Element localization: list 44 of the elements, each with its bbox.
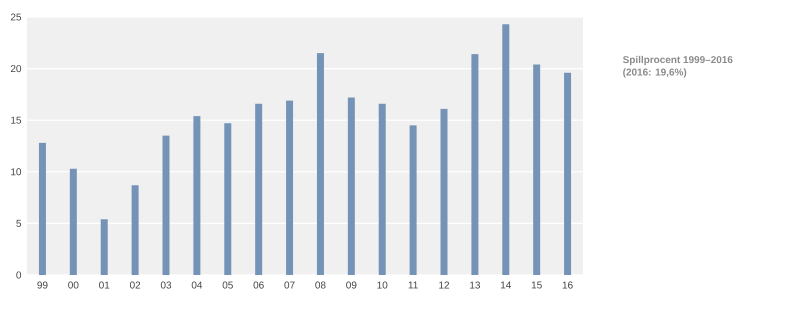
bar [564, 72, 572, 275]
x-tick-label: 00 [68, 282, 78, 289]
bar [38, 142, 46, 275]
bar [348, 97, 355, 275]
x-tick-label: 05 [222, 282, 233, 289]
x-tick-label: 01 [99, 282, 110, 289]
x-tick-label: 15 [532, 282, 542, 288]
x-tick-label: 12 [439, 282, 450, 288]
bar [70, 168, 77, 275]
x-tick-label: 10 [377, 282, 388, 289]
x-tick-label: 07 [284, 282, 295, 289]
y-tick-label: 25 [10, 13, 22, 21]
bar [378, 104, 386, 275]
y-tick-label: 0 [16, 271, 22, 279]
x-tick-label: 03 [160, 282, 172, 289]
x-tick-label: 09 [346, 282, 356, 289]
bar [193, 116, 200, 275]
text: (2016: 19,6%) [623, 68, 686, 78]
bar [132, 185, 139, 275]
bar [440, 108, 448, 275]
x-tick-label: 06 [254, 282, 264, 289]
x-tick-label: 02 [130, 282, 140, 289]
bar [471, 54, 478, 275]
bar [255, 104, 262, 275]
bar [224, 123, 232, 275]
y-tick-label: 20 [10, 65, 22, 72]
y-tick-label: 10 [11, 168, 22, 176]
bar [533, 64, 540, 275]
x-tick-label: 08 [315, 282, 326, 289]
y-tick-label: 15 [11, 116, 22, 124]
bar [502, 24, 510, 275]
x-tick-label: 14 [501, 282, 512, 288]
x-tick-label: 04 [192, 282, 202, 289]
text: Spillprocent 1999–2016 [622, 56, 732, 66]
x-tick-label: 99 [37, 282, 48, 289]
bar [410, 125, 417, 275]
x-tick-label: 11 [408, 282, 418, 288]
x-tick-label: 16 [562, 282, 573, 289]
y-tick-label: 5 [16, 220, 22, 227]
bar [316, 53, 324, 275]
bar [162, 136, 170, 275]
bar [286, 100, 294, 275]
bar [100, 219, 108, 275]
x-tick-label: 13 [470, 282, 480, 289]
